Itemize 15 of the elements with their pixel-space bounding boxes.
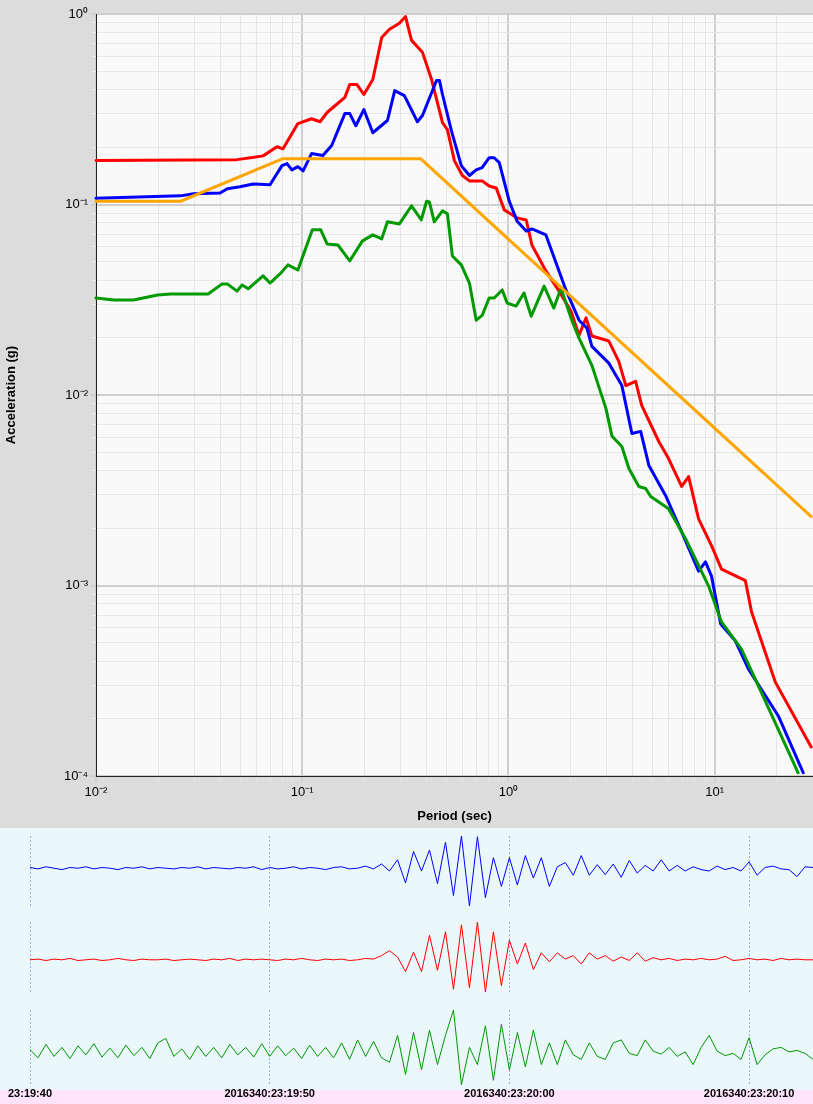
y-tick-label: 10⁰ (68, 5, 88, 21)
y-tick-label: 10⁻⁴ (63, 767, 88, 783)
x-tick-label: 2016340:23:19:50 (224, 1087, 315, 1100)
y-tick-label: 10⁻² (65, 386, 89, 402)
y-axis-title: Acceleration (g) (3, 345, 19, 445)
x-tick-label: 10¹ (705, 784, 725, 800)
x-tick-label: 2016340:23:20:00 (464, 1087, 555, 1100)
x-tick-label: 10⁻¹ (290, 784, 315, 800)
y-tick-label: 10⁻¹ (65, 196, 89, 212)
x-tick-label: 10⁰ (498, 784, 519, 800)
x-tick-label: 10⁻² (84, 784, 109, 800)
x-tick-label: 23:19:40 (7, 1087, 53, 1100)
y-tick-label: 10⁻³ (65, 577, 89, 593)
x-axis-title: Period (sec) (417, 807, 492, 823)
x-tick-label: 2016340:23:20:10 (703, 1087, 795, 1100)
